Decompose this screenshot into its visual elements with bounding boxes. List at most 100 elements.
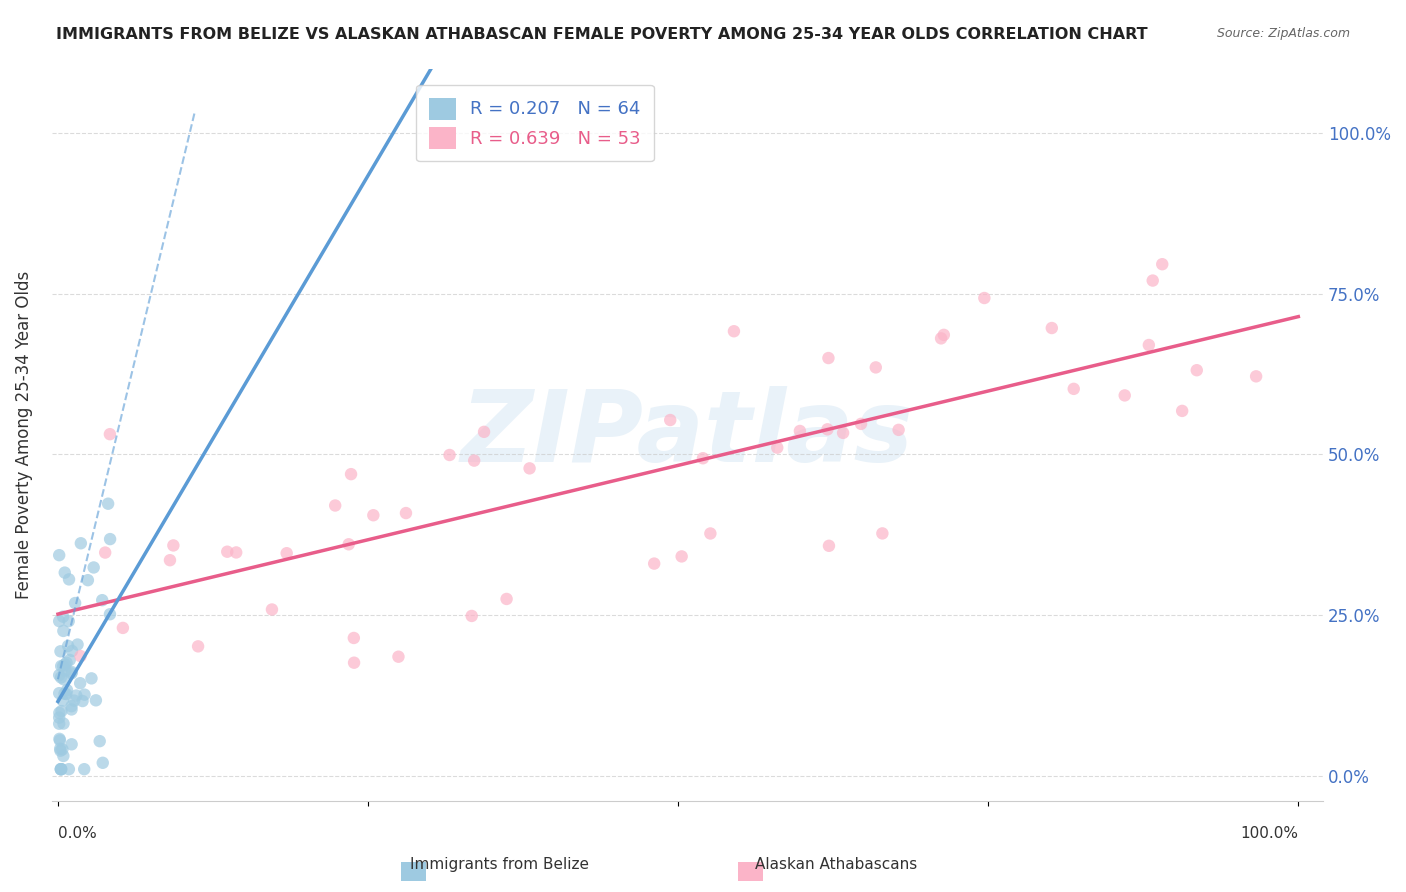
Point xyxy=(217,545,239,559)
Point xyxy=(1244,369,1267,384)
Point xyxy=(52,716,75,731)
Point xyxy=(48,686,70,700)
Point xyxy=(51,704,73,718)
Point xyxy=(60,665,83,679)
Point xyxy=(187,640,209,654)
Point xyxy=(1142,274,1164,288)
Point xyxy=(60,699,83,714)
Point xyxy=(818,539,841,553)
Point xyxy=(817,351,839,365)
Point xyxy=(1114,388,1136,402)
Point xyxy=(817,422,839,436)
Point xyxy=(865,360,887,375)
Point xyxy=(48,614,70,628)
Point xyxy=(98,427,121,442)
Point xyxy=(225,545,247,559)
Point xyxy=(49,762,72,776)
Point xyxy=(159,553,181,567)
Point xyxy=(56,683,79,698)
Point xyxy=(1171,404,1194,418)
Point xyxy=(53,687,76,701)
Point xyxy=(69,536,91,550)
Point xyxy=(60,644,83,658)
Point xyxy=(49,733,72,747)
Text: ZIPatlas: ZIPatlas xyxy=(461,386,914,483)
Point xyxy=(69,649,91,664)
Point xyxy=(49,762,72,776)
Point xyxy=(55,656,77,670)
Point xyxy=(52,624,75,638)
Point xyxy=(83,560,105,574)
Point xyxy=(659,413,682,427)
Point xyxy=(53,664,76,678)
Point xyxy=(343,656,366,670)
Point xyxy=(65,689,87,703)
Text: Immigrants from Belize: Immigrants from Belize xyxy=(409,857,589,872)
Point xyxy=(162,538,184,552)
Point xyxy=(932,327,955,342)
Point xyxy=(973,291,995,305)
Point xyxy=(929,331,952,345)
Point xyxy=(63,596,86,610)
Point xyxy=(80,672,103,686)
Point xyxy=(887,423,910,437)
Point xyxy=(337,537,360,551)
Y-axis label: Female Poverty Among 25-34 Year Olds: Female Poverty Among 25-34 Year Olds xyxy=(15,271,32,599)
Point xyxy=(66,638,89,652)
Point xyxy=(49,670,72,684)
Point xyxy=(439,448,461,462)
Legend: R = 0.207   N = 64, R = 0.639   N = 53: R = 0.207 N = 64, R = 0.639 N = 53 xyxy=(416,85,654,161)
Point xyxy=(91,756,114,770)
Point xyxy=(1152,257,1174,271)
Point xyxy=(98,532,121,546)
Point xyxy=(63,693,86,707)
Text: IMMIGRANTS FROM BELIZE VS ALASKAN ATHABASCAN FEMALE POVERTY AMONG 25-34 YEAR OLD: IMMIGRANTS FROM BELIZE VS ALASKAN ATHABA… xyxy=(56,27,1147,42)
Point xyxy=(52,659,75,673)
Point xyxy=(98,607,121,622)
Text: Alaskan Athabascans: Alaskan Athabascans xyxy=(755,857,918,872)
Point xyxy=(89,734,111,748)
Point xyxy=(60,737,83,751)
Point xyxy=(766,441,789,455)
Point xyxy=(519,461,541,475)
Point xyxy=(52,748,75,763)
Point xyxy=(94,545,117,559)
Point xyxy=(73,762,96,776)
Point xyxy=(48,706,70,720)
Point xyxy=(51,659,73,673)
Point xyxy=(51,742,73,756)
Text: 100.0%: 100.0% xyxy=(1240,826,1298,841)
Point xyxy=(1137,338,1160,352)
Point xyxy=(495,591,517,606)
Point xyxy=(72,694,94,708)
Point xyxy=(48,731,70,746)
Point xyxy=(692,451,714,466)
Point xyxy=(723,324,745,338)
Point xyxy=(463,453,485,467)
Point xyxy=(49,741,72,756)
Point xyxy=(276,546,298,560)
Point xyxy=(48,716,70,731)
Point xyxy=(48,548,70,562)
Point xyxy=(58,614,80,628)
Point xyxy=(49,644,72,658)
Point xyxy=(97,497,120,511)
Point xyxy=(53,657,76,672)
Text: Source: ZipAtlas.com: Source: ZipAtlas.com xyxy=(1216,27,1350,40)
Point xyxy=(643,557,665,571)
Point xyxy=(363,508,385,523)
Point xyxy=(671,549,693,564)
Point xyxy=(58,762,80,776)
Point xyxy=(472,425,495,439)
Point xyxy=(49,744,72,758)
Point xyxy=(387,649,409,664)
Point xyxy=(55,687,77,701)
Point xyxy=(84,693,107,707)
Point xyxy=(49,762,72,776)
Point xyxy=(340,467,363,482)
Point xyxy=(52,609,75,624)
Point xyxy=(91,593,114,607)
Point xyxy=(77,573,100,587)
Point xyxy=(1185,363,1208,377)
Point xyxy=(60,666,83,681)
